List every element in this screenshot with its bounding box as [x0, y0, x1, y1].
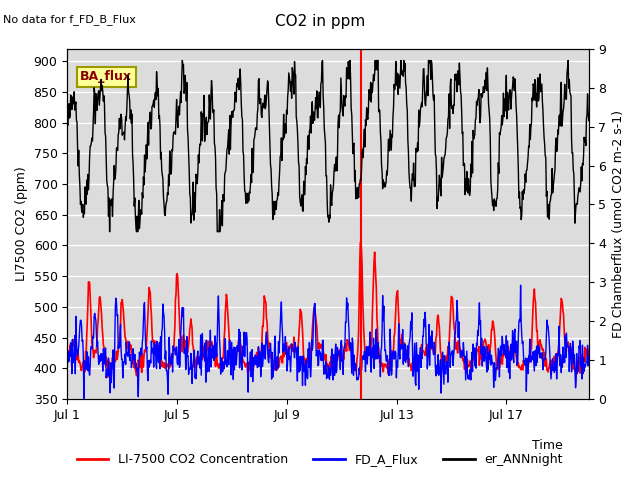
Text: CO2 in ppm: CO2 in ppm	[275, 14, 365, 29]
Legend: LI-7500 CO2 Concentration, FD_A_Flux, er_ANNnight: LI-7500 CO2 Concentration, FD_A_Flux, er…	[72, 448, 568, 471]
Y-axis label: FD Chamberflux (umol CO2 m-2 s-1): FD Chamberflux (umol CO2 m-2 s-1)	[612, 110, 625, 338]
Text: Time: Time	[532, 439, 563, 452]
Y-axis label: LI7500 CO2 (ppm): LI7500 CO2 (ppm)	[15, 167, 28, 281]
Text: BA_flux: BA_flux	[80, 71, 132, 84]
Text: No data for f_FD_B_Flux: No data for f_FD_B_Flux	[3, 14, 136, 25]
